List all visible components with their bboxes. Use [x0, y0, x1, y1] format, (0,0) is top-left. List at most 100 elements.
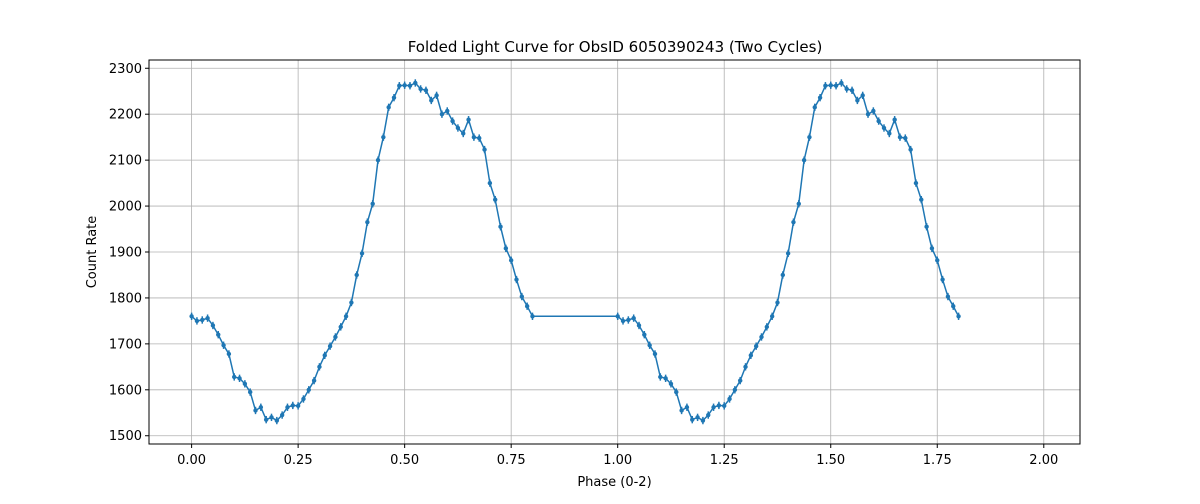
- data-point: [823, 83, 828, 88]
- y-axis-ticks: 1500 1600 1700 1800 1900 2000 2100 2200 2300: [109, 62, 149, 444]
- data-point: [727, 396, 732, 402]
- data-point: [189, 314, 194, 319]
- data-point: [295, 403, 301, 409]
- data-point: [530, 314, 535, 319]
- data-point: [663, 376, 668, 381]
- data-point: [279, 412, 285, 418]
- data-point: [290, 403, 296, 408]
- data-point: [402, 83, 407, 88]
- data-point: [492, 197, 498, 202]
- data-point: [716, 403, 722, 408]
- data-point: [631, 315, 636, 321]
- data-point: [508, 258, 514, 263]
- data-point: [791, 219, 796, 225]
- data-point: [232, 374, 237, 380]
- data-point: [434, 93, 439, 98]
- data-point: [743, 364, 748, 370]
- data-point: [365, 219, 370, 225]
- data-point: [221, 343, 226, 348]
- x-tick-label: 0.75: [497, 453, 526, 468]
- x-tick-label: 1.75: [923, 453, 952, 468]
- data-point: [413, 80, 418, 86]
- data-point: [205, 315, 210, 321]
- data-point: [386, 105, 391, 110]
- data-point: [471, 134, 477, 140]
- data-point: [242, 381, 248, 387]
- x-tick-label: 1.00: [603, 453, 632, 468]
- data-point: [903, 135, 908, 141]
- y-tick-label: 1600: [109, 383, 142, 398]
- data-point: [753, 343, 759, 349]
- data-point: [801, 157, 807, 163]
- data-point: [333, 334, 338, 340]
- data-point: [684, 405, 690, 410]
- chart-title: Folded Light Curve for ObsID 6050390243 …: [408, 38, 823, 56]
- data-point: [216, 332, 221, 337]
- data-point: [674, 389, 679, 395]
- data-point: [658, 374, 663, 380]
- data-point: [226, 351, 232, 357]
- data-point: [477, 135, 482, 141]
- data-point: [940, 277, 945, 282]
- x-tick-label: 0.25: [284, 453, 313, 468]
- data-point: [945, 294, 951, 299]
- data-point: [839, 80, 844, 86]
- data-point: [732, 387, 738, 392]
- data-point: [881, 125, 887, 131]
- data-point: [844, 86, 849, 92]
- data-point: [817, 95, 823, 100]
- data-point: [237, 376, 242, 381]
- data-point: [812, 105, 817, 110]
- data-point: [919, 197, 924, 202]
- y-tick-label: 1900: [109, 246, 142, 261]
- data-point: [913, 180, 919, 186]
- data-point: [301, 396, 306, 402]
- data-point: [807, 134, 812, 140]
- y-tick-label: 1700: [109, 337, 142, 352]
- data-point: [391, 95, 397, 100]
- data-point: [343, 314, 349, 319]
- data-point: [274, 418, 280, 423]
- data-point: [748, 353, 754, 358]
- data-point: [524, 304, 530, 309]
- data-point: [306, 387, 311, 392]
- data-point: [615, 314, 620, 319]
- data-point: [263, 417, 269, 422]
- data-point: [956, 314, 961, 319]
- plot-frame: [148, 59, 1081, 445]
- data-point: [407, 83, 413, 88]
- data-point: [482, 147, 487, 152]
- data-point: [828, 83, 833, 88]
- data-point: [775, 300, 780, 305]
- data-point: [647, 343, 652, 348]
- data-point: [258, 405, 264, 410]
- data-point: [349, 300, 354, 305]
- data-point: [375, 157, 381, 163]
- data-point: [796, 201, 801, 206]
- y-tick-label: 2300: [109, 62, 142, 77]
- data-point: [397, 83, 402, 88]
- data-point: [200, 317, 205, 323]
- x-tick-label: 2.00: [1029, 453, 1058, 468]
- data-point: [860, 93, 865, 98]
- data-point: [514, 277, 519, 282]
- data-point: [887, 131, 892, 136]
- data-point: [849, 88, 855, 93]
- data-point: [338, 324, 343, 330]
- data-point: [194, 318, 200, 324]
- data-point: [764, 324, 770, 330]
- data-point: [722, 403, 727, 409]
- data-point: [327, 343, 333, 349]
- data-point: [429, 98, 434, 103]
- data-point: [445, 108, 450, 114]
- y-tick-label: 1500: [109, 429, 142, 444]
- data-point: [935, 258, 940, 263]
- data-point: [636, 323, 642, 328]
- x-tick-label: 0.50: [390, 453, 419, 468]
- data-point: [855, 98, 860, 103]
- data-point: [285, 405, 290, 410]
- data-point: [359, 251, 365, 256]
- data-point: [461, 131, 466, 136]
- x-axis-label: Phase (0-2): [577, 475, 651, 490]
- data-point: [253, 408, 258, 413]
